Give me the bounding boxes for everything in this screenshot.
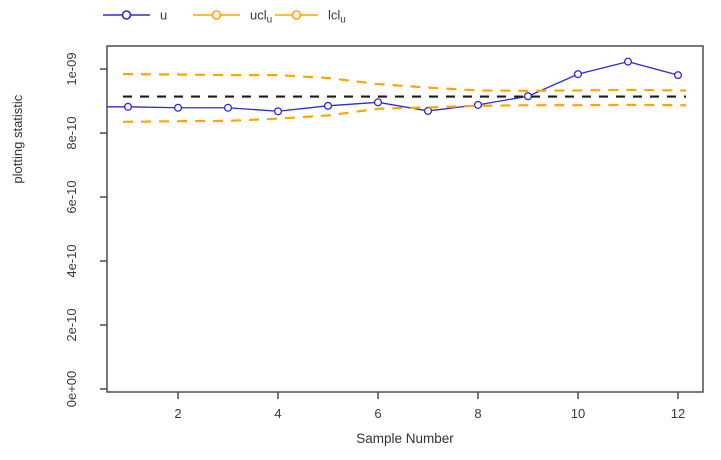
x-axis: 2 4 6 8 10 12 [174, 392, 685, 421]
x-axis-tick-label: 10 [571, 406, 585, 421]
legend-item-u: u [103, 8, 167, 23]
plot-border [106, 45, 704, 393]
series-u-marker [273, 107, 283, 116]
series-u-marker [673, 71, 683, 80]
legend-item-label: lclu [328, 8, 346, 26]
series-u-marker [573, 70, 583, 79]
y-axis-tick-label: 6e-10 [64, 180, 79, 213]
legend-item-ucl: uclu [193, 8, 272, 26]
series-ucl_u-line [123, 73, 686, 92]
legend-marker-icon [121, 10, 132, 20]
series-u-marker [523, 92, 533, 101]
series-u-marker [623, 57, 633, 66]
x-axis-tick-label: 12 [671, 406, 685, 421]
series-u-marker [473, 100, 483, 109]
x-axis-title: Sample Number [356, 431, 454, 446]
y-axis-tick-label: 8e-10 [64, 116, 79, 149]
x-axis-tick-label: 4 [274, 406, 281, 421]
series-u-marker [173, 103, 183, 112]
series-u-marker [323, 101, 333, 110]
series-u-marker [123, 102, 133, 111]
y-axis-tick-label: 4e-10 [64, 244, 79, 277]
series-lcl_u-line [123, 103, 686, 123]
legend-item-lcl: lclu [275, 8, 346, 26]
legend-item-label: uclu [250, 8, 272, 26]
legend-item-label: u [160, 8, 167, 23]
series-u-marker [223, 103, 233, 112]
y-axis-tick-label: 2e-10 [64, 308, 79, 341]
legend: u uclu lclu [103, 8, 346, 26]
series-u-marker [373, 98, 383, 107]
series-u-line [107, 61, 679, 112]
legend-marker-icon [291, 10, 302, 20]
y-axis-tick-label: 0e+00 [64, 371, 79, 408]
x-axis-tick-label: 8 [474, 406, 481, 421]
x-axis-tick-label: 6 [374, 406, 381, 421]
legend-marker-icon [211, 10, 222, 20]
series-u-marker [423, 106, 433, 116]
y-axis-tick-label: 1e-09 [64, 52, 79, 85]
x-axis-tick-label: 2 [174, 406, 181, 421]
y-axis-title: plotting statistic [10, 94, 25, 184]
series-u-markers [123, 57, 683, 116]
y-axis: 0e+00 2e-10 4e-10 6e-10 8e-10 1e-09 [64, 52, 107, 407]
